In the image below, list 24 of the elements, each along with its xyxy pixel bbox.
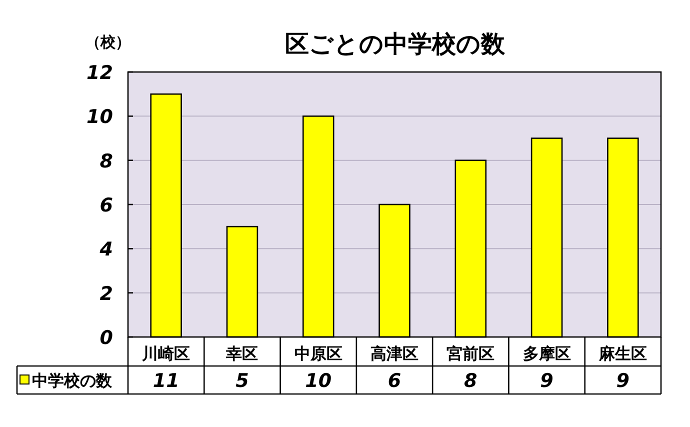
x-tick-label: 幸区	[225, 344, 258, 363]
x-tick-label: 麻生区	[598, 344, 647, 363]
y-axis-title: （校）	[86, 33, 130, 51]
y-tick-label: 0	[100, 327, 113, 349]
y-tick-label: 4	[98, 238, 113, 261]
x-tick-label: 高津区	[370, 344, 418, 363]
data-label: 9	[540, 370, 554, 392]
x-tick-label: 中原区	[294, 344, 342, 363]
data-label: 10	[305, 370, 332, 392]
x-tick-label: 多摩区	[522, 344, 571, 363]
data-label: 6	[388, 370, 402, 392]
x-tick-label: 川崎区	[141, 344, 190, 363]
x-tick-label: 宮前区	[446, 344, 495, 363]
y-tick-label: 8	[100, 150, 113, 172]
data-label: 8	[464, 370, 478, 392]
y-tick-label: 10	[86, 106, 113, 128]
y-tick-label: 6	[100, 194, 113, 216]
y-tick-label: 2	[100, 282, 113, 305]
chart-title: 区ごとの中学校の数	[285, 30, 506, 58]
legend: 中学校の数	[20, 371, 112, 390]
data-label: 9	[616, 370, 630, 392]
data-label: 5	[236, 370, 249, 392]
y-tick-label: 12	[86, 62, 113, 84]
data-label: 11	[152, 370, 180, 392]
